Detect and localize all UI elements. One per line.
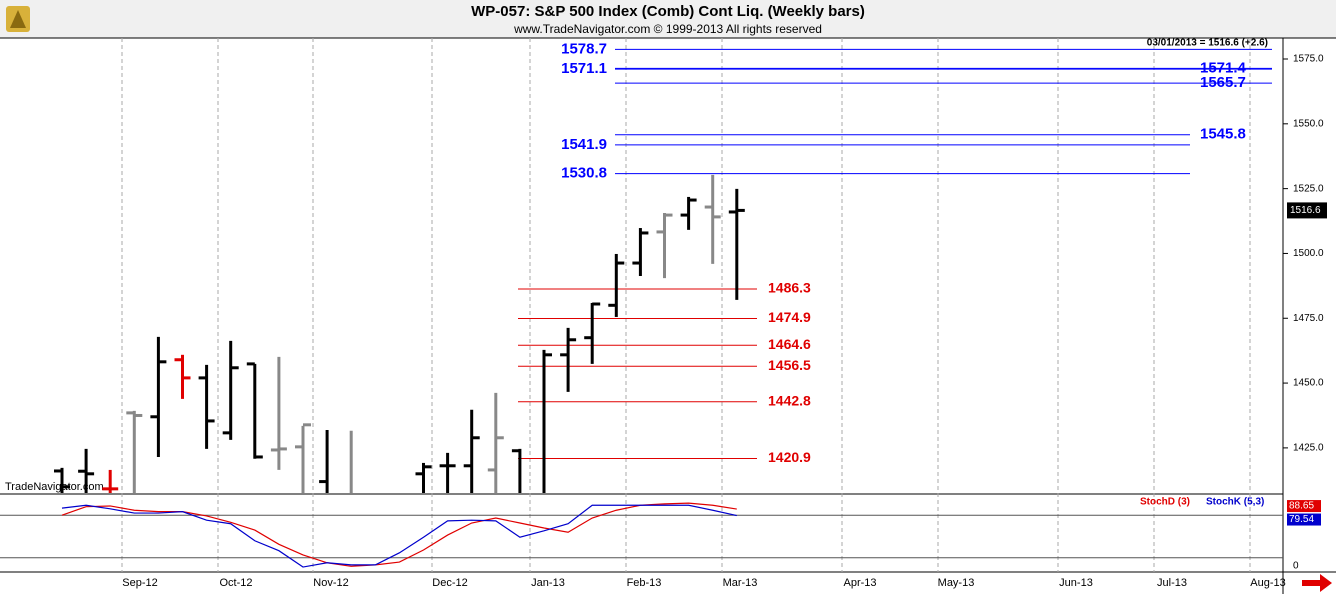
x-tick-label: Nov-12 — [313, 577, 348, 589]
x-tick-label: Feb-13 — [627, 577, 662, 589]
price-panel — [54, 48, 1272, 493]
level-label: 1541.9 — [561, 136, 607, 153]
title-bar — [0, 0, 1336, 38]
chart-title: WP-057: S&P 500 Index (Comb) Cont Liq. (… — [471, 3, 865, 20]
x-tick-label: Jan-13 — [531, 577, 565, 589]
y-tick-label: 1500.0 — [1293, 248, 1324, 259]
y-tick-label: 1550.0 — [1293, 118, 1324, 129]
y-tick-label: 0 — [1293, 561, 1299, 572]
x-tick-label: Jul-13 — [1157, 577, 1187, 589]
scroll-arrow[interactable] — [1302, 574, 1332, 592]
y-tick-label: 1575.0 — [1293, 54, 1324, 65]
y-tick-label: 1425.0 — [1293, 443, 1324, 454]
axes: Sep-12 Oct-12 Nov-12 Dec-12 Jan-13 Feb-13 Mar-… — [122, 40, 1327, 589]
x-tick-label: Apr-13 — [843, 577, 876, 589]
level-label: 1474.9 — [768, 309, 811, 325]
x-tick-label: Dec-12 — [432, 577, 467, 589]
y-tick-label: 1525.0 — [1293, 183, 1324, 194]
y-tick-label: 1475.0 — [1293, 313, 1324, 324]
x-tick-label: Oct-12 — [219, 577, 252, 589]
level-label: 1420.9 — [768, 449, 811, 465]
last-value-tag — [1287, 500, 1321, 513]
last-value-tag — [1287, 513, 1321, 526]
level-label: 1565.7 — [1200, 74, 1246, 91]
last-bar-info: 03/01/2013 = 1516.6 (+2.6) — [1147, 38, 1268, 49]
last-value-label: 79.54 — [1289, 514, 1314, 525]
logo — [6, 6, 30, 32]
last-price-label: 1516.6 — [1290, 205, 1321, 216]
level-label: 1545.8 — [1200, 126, 1246, 143]
x-tick-label: Jun-13 — [1059, 577, 1093, 589]
grid — [121, 38, 1251, 572]
level-label: 1486.3 — [768, 280, 811, 296]
x-tick-label: Sep-12 — [122, 577, 157, 589]
y-tick-label: 1450.0 — [1293, 378, 1324, 389]
subtitle: www.TradeNavigator.com © 1999-2013 All r… — [513, 22, 822, 36]
level-label: 1571.4 — [1200, 59, 1247, 76]
stoch-line — [61, 504, 737, 568]
stoch-panel — [0, 502, 1283, 568]
watermark: TradeNavigator.com — [5, 481, 104, 493]
level-label: 1578.7 — [561, 40, 607, 57]
x-tick-label: Aug-13 — [1250, 577, 1285, 589]
last-price-tag — [1287, 202, 1327, 219]
level-label: 1571.1 — [561, 60, 607, 77]
legend-entry: StochK (5,3) — [1206, 497, 1264, 508]
last-value-label: 88.65 — [1289, 501, 1314, 512]
level-label: 1464.6 — [768, 336, 811, 352]
legend-entry: StochD (3) — [1140, 497, 1190, 508]
level-label: 1442.8 — [768, 392, 811, 408]
x-tick-label: Mar-13 — [723, 577, 758, 589]
x-tick-label: May-13 — [938, 577, 975, 589]
level-label: 1530.8 — [561, 165, 607, 182]
level-label: 1456.5 — [768, 357, 811, 373]
